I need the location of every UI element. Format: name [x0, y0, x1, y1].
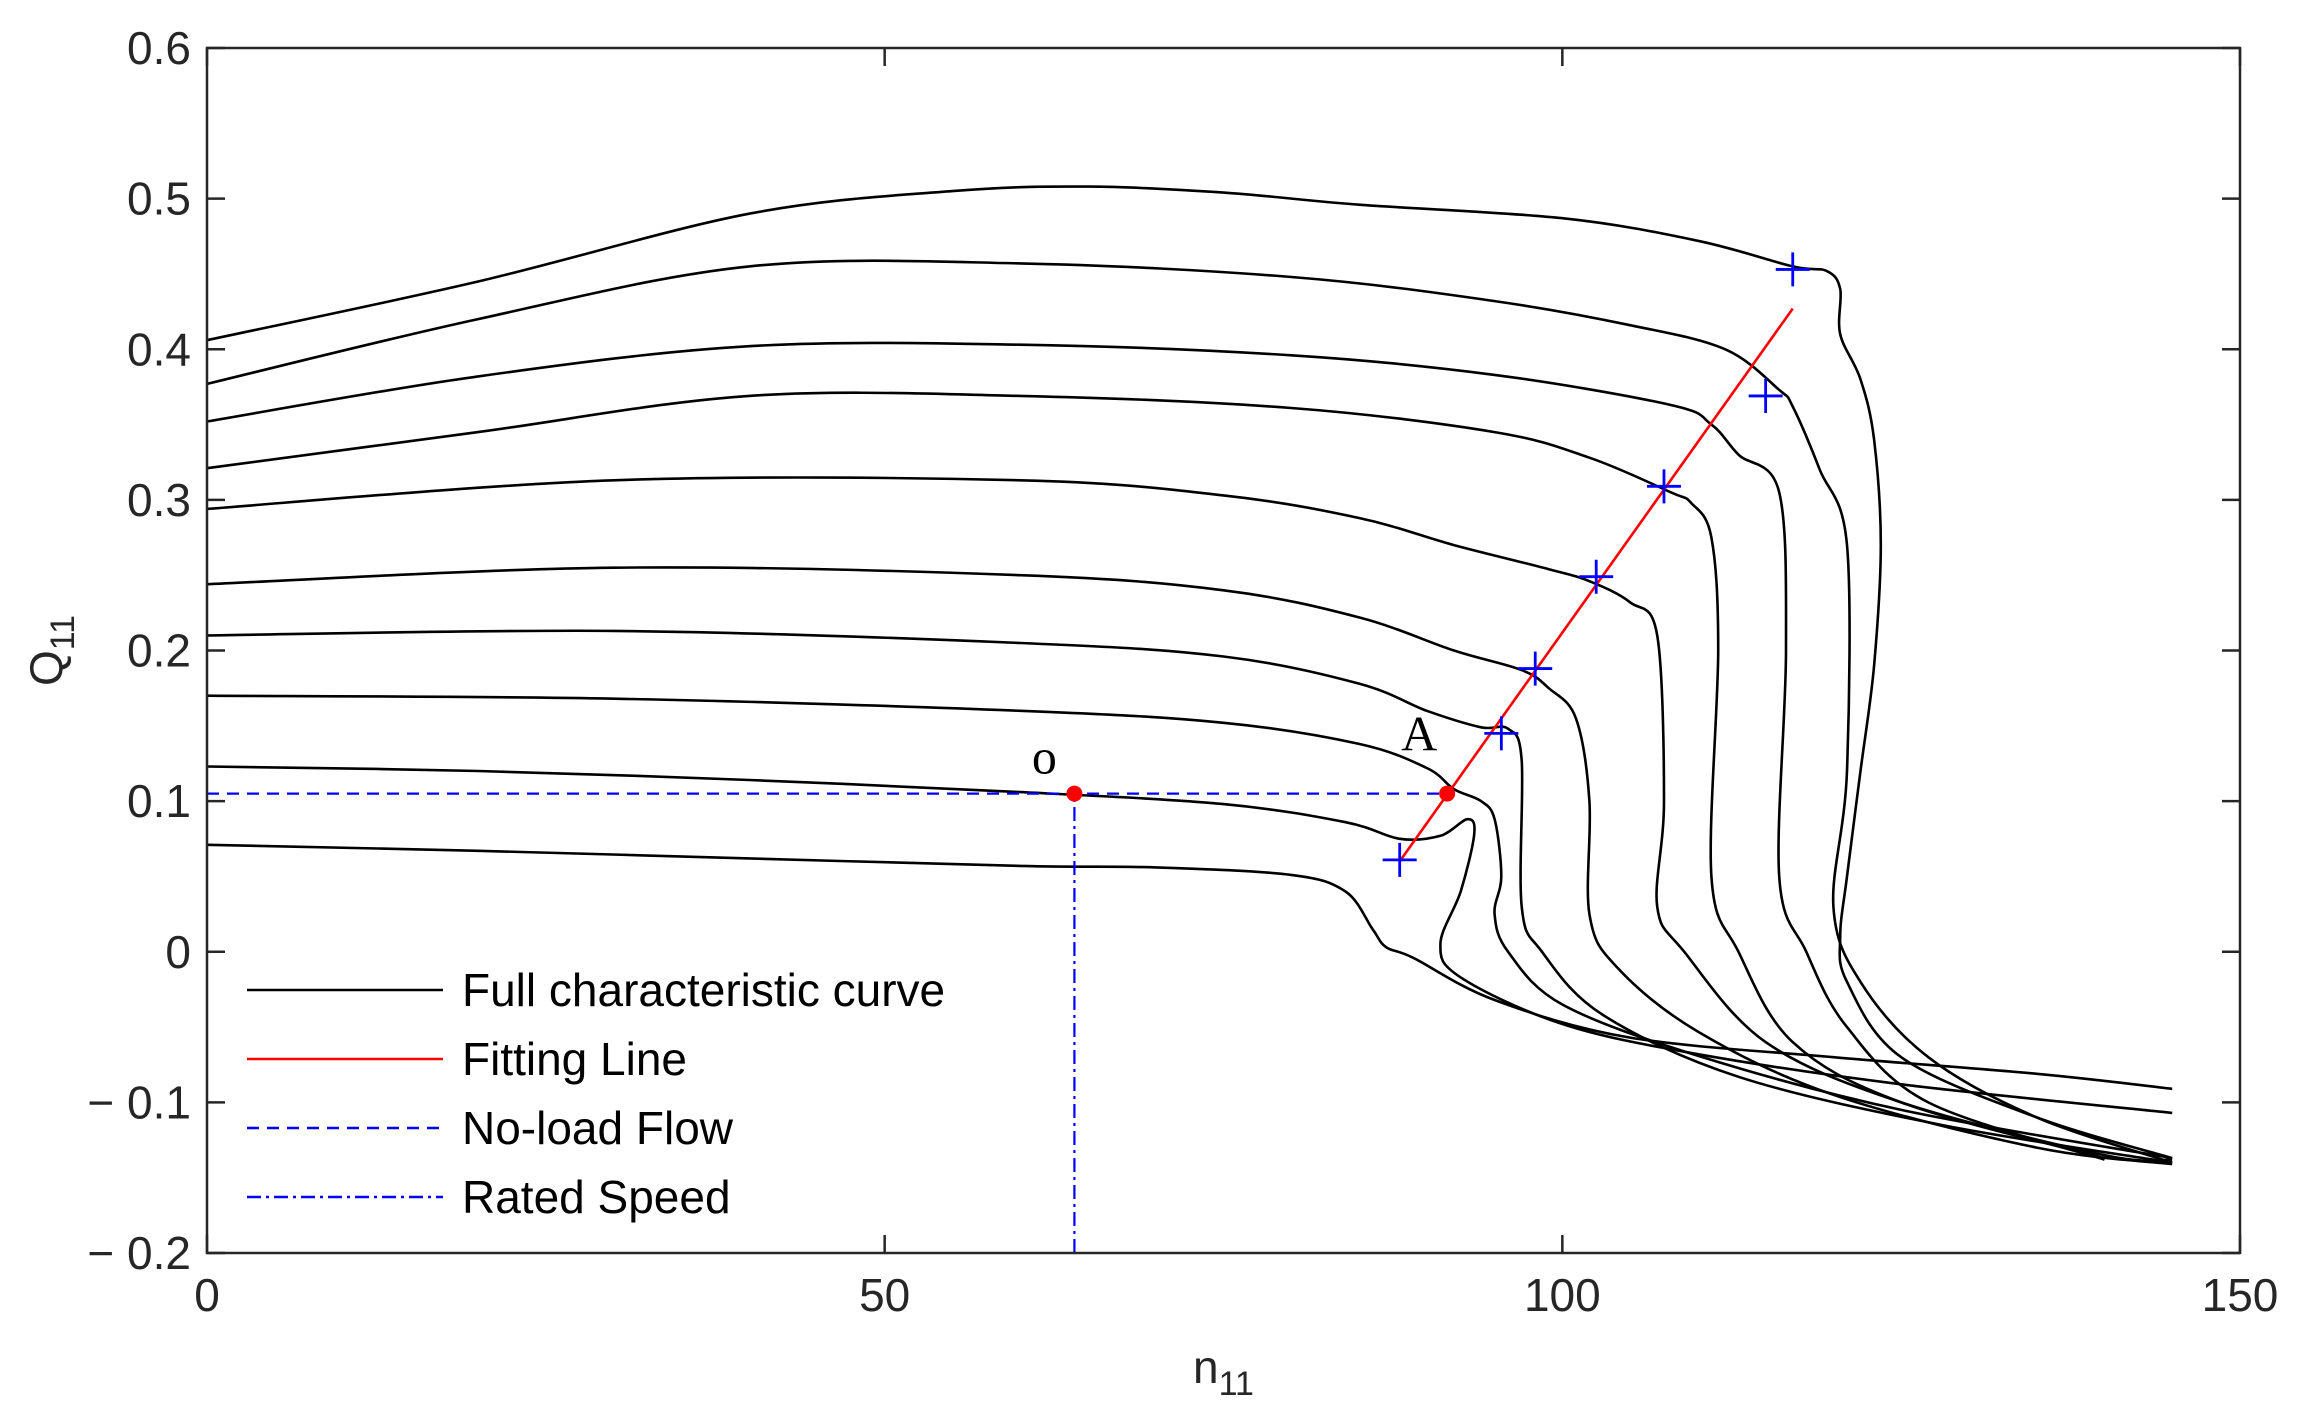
characteristic-curve [206, 341, 2105, 1161]
characteristic-curve [206, 259, 2173, 1164]
point-o-label: o [1032, 729, 1057, 785]
y-axis-label-main: Q [20, 650, 72, 686]
legend: Full characteristic curve Fitting Line N… [247, 964, 945, 1223]
y-tick-label: 0.6 [127, 22, 191, 74]
point-a-label: A [1401, 706, 1437, 762]
plus-marker [1579, 559, 1614, 594]
curves-layer [206, 185, 2173, 1166]
y-tick-label: − 0.2 [87, 1227, 191, 1279]
legend-label-fitting: Fitting Line [462, 1033, 687, 1085]
y-axis-label: Q11 [20, 615, 82, 686]
legend-label-full-characteristic: Full characteristic curve [462, 964, 945, 1016]
x-axis-label-main: n [1193, 1341, 1219, 1393]
legend-label-rated-speed: Rated Speed [462, 1171, 731, 1223]
characteristic-curve [206, 185, 2173, 1160]
y-tick-label: 0.3 [127, 474, 191, 526]
point-a-dot [1439, 785, 1456, 802]
y-tick-label: 0.5 [127, 173, 191, 225]
y-tick-label: 0.1 [127, 775, 191, 827]
plus-marker [1646, 469, 1681, 504]
y-tick-label: 0.2 [127, 625, 191, 677]
markers-layer [1382, 252, 1810, 877]
point-o-dot [1066, 785, 1083, 802]
x-tick-label: 100 [1524, 1269, 1601, 1321]
legend-label-no-load-flow: No-load Flow [462, 1102, 734, 1154]
characteristic-curve [206, 843, 2173, 1091]
characteristic-curve [206, 765, 2173, 1115]
x-tick-label: 0 [194, 1269, 220, 1321]
y-tick-label: 0.4 [127, 323, 191, 375]
x-axis-label: n11 [1193, 1341, 1254, 1403]
characteristic-curve [206, 566, 2173, 1166]
characteristic-curve [206, 391, 2105, 1160]
reference-lines-layer [207, 792, 1448, 1253]
x-tick-label: 150 [2202, 1269, 2279, 1321]
y-axis-label-sub: 11 [44, 615, 82, 650]
plus-marker [1382, 842, 1417, 877]
plus-marker [1748, 378, 1783, 413]
y-tick-label: − 0.1 [87, 1076, 191, 1128]
y-tick-label: 0 [165, 926, 191, 978]
x-axis-label-sub: 11 [1219, 1365, 1254, 1403]
plus-marker [1775, 252, 1810, 287]
plus-marker [1484, 716, 1519, 751]
characteristic-curve [206, 476, 2173, 1162]
x-tick-label: 50 [859, 1269, 910, 1321]
ticks-layer: 0 50 100 150 − 0.2 − 0.1 0 0.1 0.2 0.3 0.4 0.5 0.6 [87, 22, 2278, 1321]
characteristic-curve [206, 694, 2173, 1160]
plus-marker [1518, 651, 1553, 686]
